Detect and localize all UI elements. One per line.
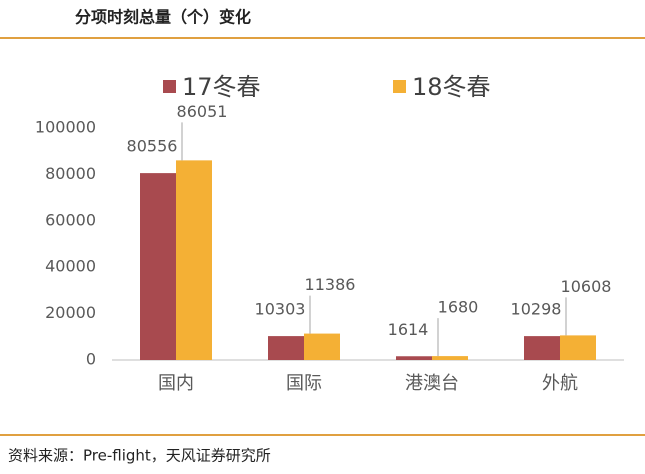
y-tick-label: 0 xyxy=(86,350,96,369)
bar xyxy=(560,335,596,360)
legend-swatch xyxy=(163,80,176,93)
x-tick-label: 国内 xyxy=(158,373,194,394)
bar xyxy=(140,173,176,360)
x-tick-label: 外航 xyxy=(542,373,578,394)
data-label: 10298 xyxy=(511,300,562,319)
y-tick-label: 20000 xyxy=(45,303,96,322)
bar xyxy=(268,336,304,360)
legend-label: 17冬春 xyxy=(182,73,261,101)
legend-swatch xyxy=(393,80,406,93)
legend-label: 18冬春 xyxy=(412,73,491,101)
data-label: 80556 xyxy=(127,137,178,156)
y-tick-label: 40000 xyxy=(45,257,96,276)
x-tick-label: 港澳台 xyxy=(405,373,459,394)
bar xyxy=(524,336,560,360)
y-tick-label: 100000 xyxy=(35,118,96,137)
bar xyxy=(304,333,340,360)
data-label: 10303 xyxy=(255,300,306,319)
y-tick-label: 80000 xyxy=(45,164,96,183)
y-tick-label: 60000 xyxy=(45,210,96,229)
bar xyxy=(432,356,468,360)
bar xyxy=(176,160,212,360)
x-tick-label: 国际 xyxy=(286,373,322,394)
data-label: 86051 xyxy=(177,102,228,121)
data-label: 1680 xyxy=(438,298,479,317)
bar xyxy=(396,356,432,360)
chart-title: 分项时刻总量（个）变化 xyxy=(75,8,251,27)
data-label: 11386 xyxy=(305,275,356,294)
data-label: 1614 xyxy=(388,320,429,339)
source-note: 资料来源：Pre-flight，天风证券研究所 xyxy=(8,447,271,465)
data-label: 10608 xyxy=(561,277,612,296)
